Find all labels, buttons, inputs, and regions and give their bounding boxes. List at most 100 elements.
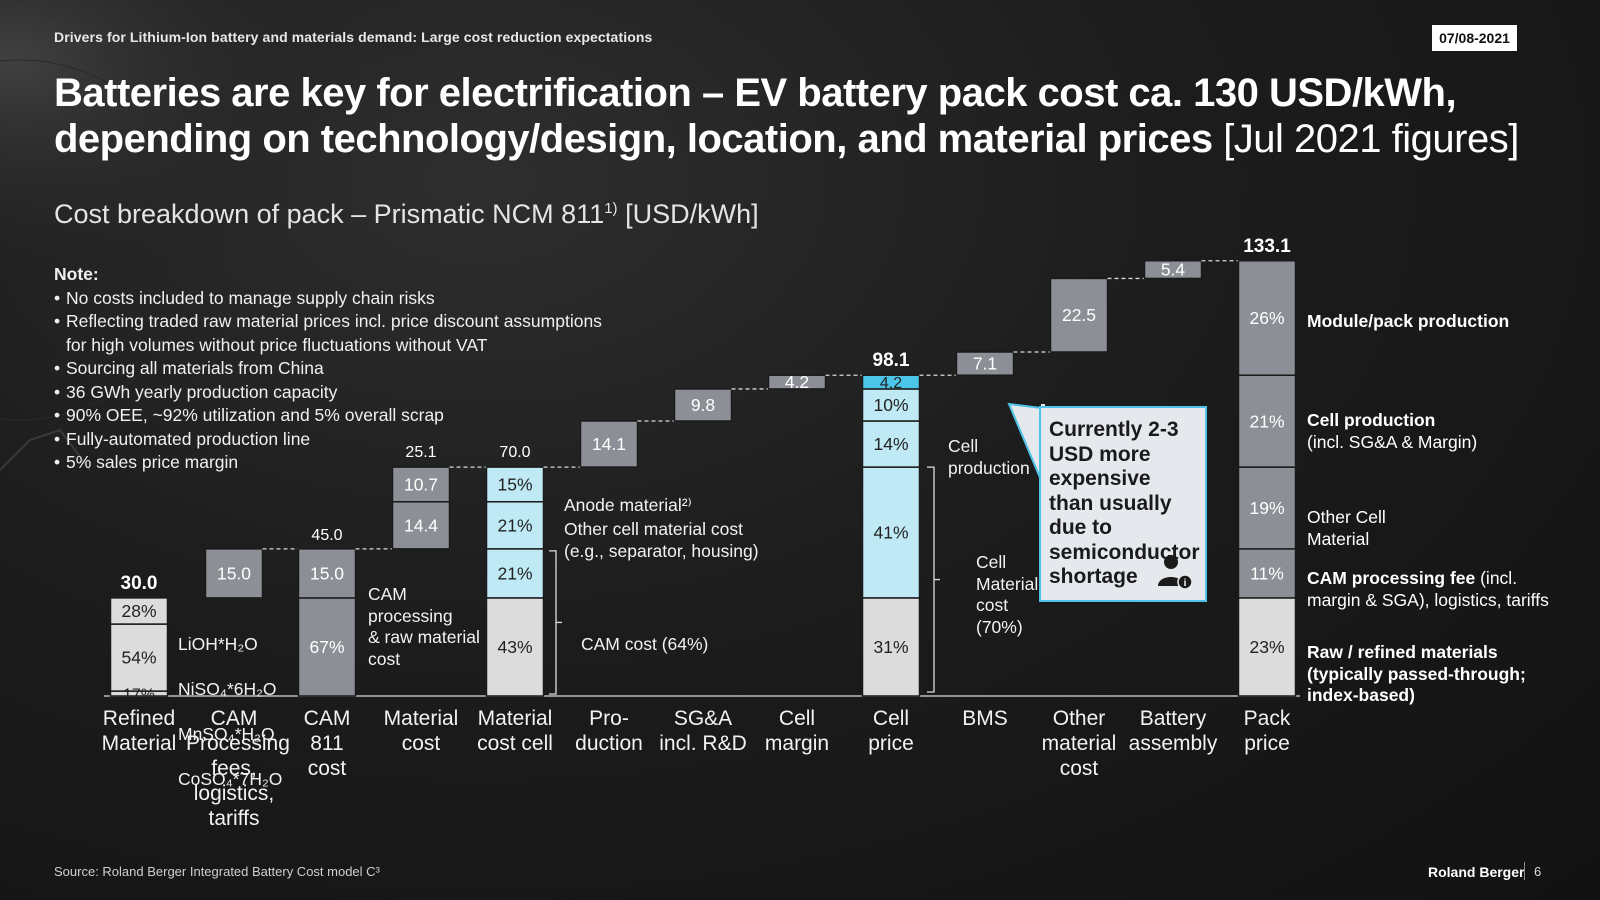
total-label: 30.0 <box>121 573 158 594</box>
bar-segment <box>485 548 545 599</box>
precursor-lioh: LiOH*H₂O <box>178 633 258 654</box>
category-label: Refined Material <box>101 707 177 755</box>
bar-segment <box>485 597 545 697</box>
cam-cost-annotation: CAM cost (64%) <box>581 634 709 654</box>
title-light: [Jul 2021 figures] <box>1223 117 1519 161</box>
legend-cell-production: Cell production (incl. SG&A & Margin) <box>1307 410 1567 453</box>
note-item: 36 GWh yearly production capacity <box>54 381 602 405</box>
cam-cost-bracket <box>549 550 557 695</box>
anode-annotation: Anode material²⁾ <box>564 495 692 515</box>
segment-label: 67% <box>309 637 344 657</box>
legend-normal: Other Cell Material <box>1307 507 1386 549</box>
segment-label: 11% <box>1250 563 1284 583</box>
category-label: Cell price <box>868 707 914 755</box>
segment-label: 14.4 <box>404 515 438 535</box>
svg-text:i: i <box>1184 578 1187 589</box>
value-label: 15.0 <box>217 563 251 583</box>
chart-subtitle: Cost breakdown of pack – Prismatic NCM 8… <box>54 199 759 230</box>
bar-segment <box>767 374 827 390</box>
segment-label: 31% <box>873 637 908 657</box>
precursor-coso4: CoSO₄*7H₂O <box>178 768 283 789</box>
note-list: No costs included to manage supply chain… <box>54 287 602 475</box>
segment-label: 10.7 <box>404 474 438 494</box>
precursor-list: LiOH*H₂O NiSO₄*6H₂O MnSO₄*H₂O CoSO₄*7H₂O <box>178 610 282 813</box>
callout-box: Currently 2-3 USD more expensive than us… <box>1039 406 1207 602</box>
bar-segment <box>297 597 357 697</box>
footer-divider <box>1524 862 1525 880</box>
category-label: BMS <box>962 707 1008 730</box>
bar-segment <box>391 466 451 503</box>
legend-other-cell-material: Other Cell Material <box>1307 507 1427 550</box>
page-title: Batteries are key for electrification – … <box>54 70 1554 162</box>
note-item: Sourcing all materials from China <box>54 357 602 381</box>
bar-segment <box>297 548 357 599</box>
subtitle-footnote: 1) <box>604 200 618 217</box>
other-cell-material-annotation: Other cell material cost (e.g., separato… <box>564 519 759 561</box>
note-item: Fully-automated production line <box>54 428 602 452</box>
legend-bold: Module/pack production <box>1307 311 1510 331</box>
cam-processing-annotation: CAM processing & raw material cost <box>368 584 480 669</box>
bar-segment <box>861 466 921 599</box>
bar-segment <box>1049 277 1109 353</box>
total-label: 98.1 <box>873 350 910 371</box>
category-label: Material cost <box>383 707 459 755</box>
segment-label: 14% <box>873 434 908 454</box>
legend-normal: (incl. SG&A & Margin) <box>1307 431 1478 452</box>
value-label: 9.8 <box>691 395 715 415</box>
note-title: Note: <box>54 264 99 284</box>
segment-label: 21% <box>1249 411 1284 431</box>
total-label: 70.0 <box>499 444 530 461</box>
cell-material-bracket <box>927 466 935 693</box>
bar-segment <box>204 548 264 599</box>
cell-production-annotation: Cell production <box>948 436 1030 478</box>
precursor-niso4: NiSO₄*6H₂O <box>178 678 277 699</box>
bar-segment <box>579 420 639 468</box>
segment-label: 54% <box>121 648 156 668</box>
subtitle-text: Cost breakdown of pack – Prismatic NCM 8… <box>54 199 605 229</box>
legend-bold: Raw / refined materials (typically passe… <box>1307 642 1526 705</box>
title-bold: Batteries are key for electrification – … <box>54 71 1457 161</box>
person-info-icon: i <box>1158 555 1193 590</box>
value-label: 22.5 <box>1062 305 1096 325</box>
segment-label: 15% <box>497 474 532 494</box>
segment-label: 21% <box>497 563 532 583</box>
page-number: 6 <box>1534 864 1542 879</box>
bar-segment <box>861 374 921 390</box>
bar-segment <box>861 388 921 422</box>
category-label: Material cost cell <box>477 707 553 755</box>
segment-label: 43% <box>497 637 532 657</box>
bar-segment <box>1237 597 1297 697</box>
bar-segment <box>1237 548 1297 599</box>
segment-label: 4.2 <box>880 375 902 392</box>
category-label: Other material cost <box>1041 707 1117 780</box>
legend-raw-materials: Raw / refined materials (typically passe… <box>1307 642 1527 707</box>
segment-label: 15.0 <box>310 563 344 583</box>
callout-text: Currently 2-3 USD more expensive than us… <box>1049 418 1200 588</box>
note-item: 90% OEE, ~92% utilization and 5% overall… <box>54 404 602 428</box>
category-label: Pro- duction <box>575 707 643 755</box>
note-item: Reflecting traded raw material prices in… <box>54 310 602 357</box>
value-label: 7.1 <box>973 354 997 374</box>
bar-segment <box>861 597 921 697</box>
segment-label: 41% <box>873 523 908 543</box>
bar-segment <box>955 351 1015 376</box>
category-label: Pack price <box>1243 707 1291 755</box>
category-label: CAM Processing fees, logistics, tariffs <box>186 707 290 830</box>
legend-bold: CAM processing fee <box>1307 568 1476 588</box>
total-label: 133.1 <box>1243 236 1291 257</box>
note-box: Note: No costs included to manage supply… <box>54 263 602 475</box>
bar-segment <box>861 420 921 468</box>
bar-segment <box>1237 466 1297 550</box>
precursor-mnso4: MnSO₄*H₂O <box>178 723 275 744</box>
legend-cam-processing: CAM processing fee (incl. margin & SGA),… <box>1307 568 1567 611</box>
total-label: 25.1 <box>405 444 436 461</box>
category-label: Cell margin <box>764 707 830 755</box>
source-text: Source: Roland Berger Integrated Battery… <box>54 864 380 879</box>
segment-label: 26% <box>1249 308 1284 328</box>
subtitle-unit: [USD/kWh] <box>625 199 759 229</box>
bar-segment <box>1237 374 1297 468</box>
segment-label: 10% <box>873 395 908 415</box>
brand-logo: Roland Berger <box>1428 864 1525 880</box>
date-badge: 07/08-2021 <box>1432 25 1517 51</box>
segment-label: 17% <box>123 687 155 704</box>
